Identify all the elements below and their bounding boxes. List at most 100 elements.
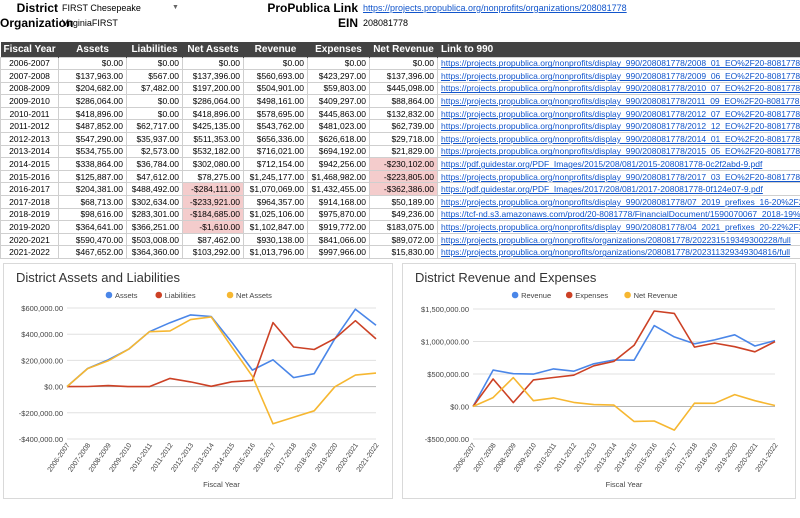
liabilities-cell: $488,492.00 <box>126 182 183 197</box>
organization-value: VirginiaFIRST <box>62 18 118 28</box>
assets-cell: $534,755.00 <box>58 144 127 159</box>
net-assets-cell: -$233,921.00 <box>182 195 244 209</box>
revenue-cell: $543,762.00 <box>243 119 308 134</box>
link-990[interactable]: https://projects.propublica.org/nonprofi… <box>437 144 800 159</box>
assets-cell: $590,470.00 <box>58 232 127 247</box>
legend-marker <box>624 291 631 299</box>
link-990[interactable]: https://projects.propublica.org/nonprofi… <box>437 81 800 96</box>
link-990[interactable]: https://projects.propublica.org/nonprofi… <box>437 119 800 134</box>
series-line-net-revenue <box>472 376 776 431</box>
revenue-cell: $1,102,847.00 <box>243 220 308 234</box>
liabilities-cell: $35,937.00 <box>126 132 183 146</box>
expenses-cell: $841,066.00 <box>307 232 370 247</box>
link-990[interactable]: https://projects.propublica.org/nonprofi… <box>437 106 800 121</box>
link-990[interactable]: https://projects.propublica.org/nonprofi… <box>437 94 800 108</box>
net-revenue-cell: -$230,102.00 <box>369 157 438 171</box>
assets-cell: $137,963.00 <box>58 69 127 83</box>
col-header-assets: Assets <box>58 42 127 57</box>
ein-value: 208081778 <box>363 18 409 28</box>
link-990[interactable]: https://tcf-nd.s3.amazonaws.com/prod/20-… <box>437 207 800 222</box>
net-revenue-cell: $49,236.00 <box>369 207 438 222</box>
assets-liabilities-plot: $600,000.00 $400,000.00 $200,000.00 $0.00 -$… <box>19 291 381 489</box>
fiscal-year-cell: 2019-2020 <box>0 220 59 234</box>
table-row: 2017-2018 $68,713.00 $302,634.00 -$233,921.… <box>0 195 800 209</box>
district-label: District <box>16 1 58 15</box>
link-990[interactable]: https://pdf.guidestar.org/PDF_Images/201… <box>437 182 800 197</box>
table-row: 2021-2022 $467,652.00 $364,360.00 $103,292.… <box>0 245 800 259</box>
fiscal-year-cell: 2020-2021 <box>0 232 59 247</box>
expenses-cell: $942,256.00 <box>307 157 370 171</box>
revenue-cell: $504,901.00 <box>243 81 308 96</box>
expenses-cell: $975,870.00 <box>307 207 370 222</box>
assets-cell: $125,887.00 <box>58 169 127 184</box>
revenue-cell: $1,070,069.00 <box>243 182 308 197</box>
assets-liabilities-chart: District Assets and Liabilities $600,000… <box>3 263 393 499</box>
y-tick-label: $0.00 <box>44 383 63 392</box>
link-990[interactable]: https://pdf.guidestar.org/PDF_Images/201… <box>437 157 800 171</box>
table-row: 2018-2019 $98,616.00 $283,301.00 -$184,685.… <box>0 207 800 222</box>
expenses-cell: $59,803.00 <box>307 81 370 96</box>
revenue-cell: $0.00 <box>243 56 308 71</box>
y-tick-label: $1,500,000.00 <box>421 305 469 314</box>
expenses-cell: $1,432,455.00 <box>307 182 370 197</box>
net-assets-cell: $532,182.00 <box>182 144 244 159</box>
net-revenue-cell: $50,189.00 <box>369 195 438 209</box>
series-line-liabilities <box>66 319 377 388</box>
link-990[interactable]: https://projects.propublica.org/nonprofi… <box>437 195 800 209</box>
table-row: 2007-2008 $137,963.00 $567.00 $137,396.00 $5… <box>0 69 800 83</box>
expenses-cell: $1,468,982.00 <box>307 169 370 184</box>
assets-cell: $204,682.00 <box>58 81 127 96</box>
link-990[interactable]: https://projects.propublica.org/nonprofi… <box>437 245 800 259</box>
net-revenue-cell: $132,832.00 <box>369 106 438 121</box>
col-header-link-990: Link to 990 <box>437 42 800 57</box>
liabilities-cell: $0.00 <box>126 94 183 108</box>
link-990[interactable]: https://projects.propublica.org/nonprofi… <box>437 169 800 184</box>
expenses-cell: $694,192.00 <box>307 144 370 159</box>
table-row: 2015-2016 $125,887.00 $47,612.00 $78,275.00… <box>0 169 800 184</box>
legend-entry: Net Revenue <box>634 291 678 300</box>
expenses-cell: $914,168.00 <box>307 195 370 209</box>
expenses-cell: $997,966.00 <box>307 245 370 259</box>
legend-entry: Revenue <box>521 291 551 300</box>
col-header-revenue: Revenue <box>243 42 308 57</box>
col-header-net-assets: Net Assets <box>182 42 244 57</box>
link-990[interactable]: https://projects.propublica.org/nonprofi… <box>437 220 800 234</box>
assets-cell: $338,864.00 <box>58 157 127 171</box>
col-header-liabilities: Liabilities <box>126 42 183 57</box>
table-row: 2013-2014 $534,755.00 $2,573.00 $532,182.00… <box>0 144 800 159</box>
liabilities-cell: $366,251.00 <box>126 220 183 234</box>
table-row: 2019-2020 $364,641.00 $366,251.00 -$1,610.0… <box>0 220 800 234</box>
link-990[interactable]: https://projects.propublica.org/nonprofi… <box>437 56 800 71</box>
fiscal-year-cell: 2010-2011 <box>0 106 59 121</box>
link-990[interactable]: https://projects.propublica.org/nonprofi… <box>437 232 800 247</box>
revenue-cell: $716,021.00 <box>243 144 308 159</box>
table-row: 2020-2021 $590,470.00 $503,008.00 $87,462.0… <box>0 232 800 247</box>
fiscal-year-cell: 2006-2007 <box>0 56 59 71</box>
expenses-cell: $409,297.00 <box>307 94 370 108</box>
liabilities-cell: $503,008.00 <box>126 232 183 247</box>
chevron-down-icon[interactable]: ▼ <box>172 4 179 11</box>
legend-entry: Liabilities <box>165 291 196 300</box>
liabilities-cell: $283,301.00 <box>126 207 183 222</box>
revenue-cell: $964,357.00 <box>243 195 308 209</box>
table-row: 2011-2012 $487,852.00 $62,717.00 $425,135.0… <box>0 119 800 134</box>
fiscal-year-cell: 2016-2017 <box>0 182 59 197</box>
link-990[interactable]: https://projects.propublica.org/nonprofi… <box>437 69 800 83</box>
net-assets-cell: $418,896.00 <box>182 106 244 121</box>
series-line-net-assets <box>66 316 377 425</box>
y-tick-label: -$500,000.00 <box>425 435 469 444</box>
revenue-cell: $560,693.00 <box>243 69 308 83</box>
liabilities-cell: $7,482.00 <box>126 81 183 96</box>
district-select[interactable]: FIRST Chesepeake <box>62 3 141 13</box>
link-990[interactable]: https://projects.propublica.org/nonprofi… <box>437 132 800 146</box>
net-assets-cell: -$284,111.00 <box>182 182 244 197</box>
table-row: 2010-2011 $418,896.00 $0.00 $418,896.00 $578… <box>0 106 800 121</box>
net-revenue-cell: $445,098.00 <box>369 81 438 96</box>
series-line-expenses <box>472 310 776 407</box>
liabilities-cell: $0.00 <box>126 56 183 71</box>
assets-cell: $487,852.00 <box>58 119 127 134</box>
propublica-label: ProPublica Link <box>267 1 358 15</box>
propublica-link[interactable]: https://projects.propublica.org/nonprofi… <box>363 3 627 13</box>
x-axis-title: Fiscal Year <box>606 480 643 489</box>
net-assets-cell: -$1,610.00 <box>182 220 244 234</box>
